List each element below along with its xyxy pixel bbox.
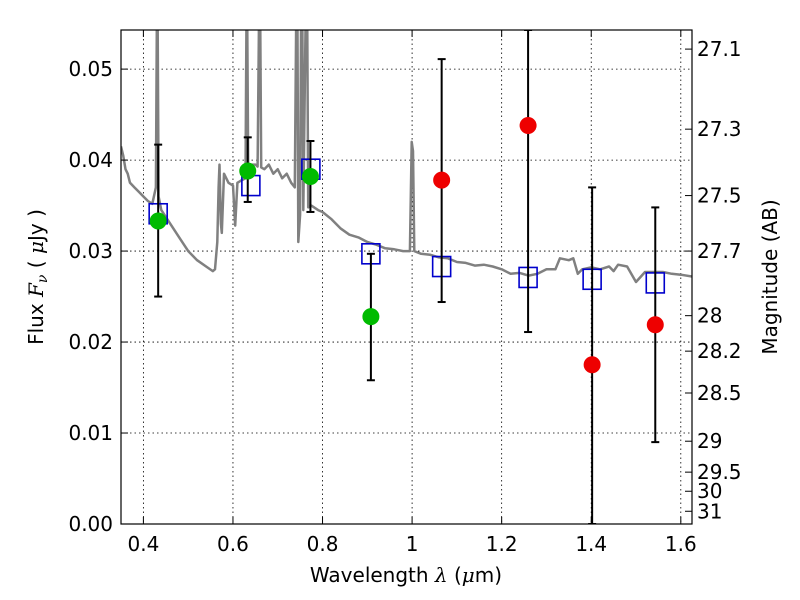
data-point (149, 212, 167, 230)
data-point (301, 167, 319, 185)
y-axis-label: Flux Fν ( μJy ) (24, 209, 51, 345)
right-y-tick-label: 27.7 (697, 239, 742, 263)
tick-labels: 0.4 0.6 0.8 1 1.2 1.4 1.6 0.00 0.01 0.02 0.03 0.04 0… (68, 37, 741, 556)
y-tick-label: 0.05 (68, 57, 113, 81)
x-tick-label: 1 (406, 532, 419, 556)
data-point (362, 308, 380, 326)
right-y-tick-label: 27.3 (697, 117, 742, 141)
x-tick-label: 0.4 (127, 532, 159, 556)
right-y-tick-label: 28 (697, 304, 722, 328)
right-y-tick-label: 28.2 (697, 339, 742, 363)
x-tick-label: 0.6 (217, 532, 249, 556)
y-tick-label: 0.01 (68, 421, 113, 445)
series-layer (121, 30, 692, 524)
right-y-tick-label: 27.1 (697, 37, 742, 61)
right-y-tick-label: 27.5 (697, 184, 742, 208)
y-tick-label: 0.00 (68, 512, 113, 536)
axes (120, 29, 693, 525)
plot-frame (120, 29, 693, 525)
right-y-tick-label: 31 (697, 499, 722, 523)
right-y-tick-label: 29.5 (697, 460, 742, 484)
y-tick-label: 0.04 (68, 148, 113, 172)
x-axis-label: Wavelength λ (μm) (310, 563, 502, 587)
data-point (433, 171, 451, 189)
right-y-tick-label: 29 (697, 429, 722, 453)
x-tick-label: 1.6 (665, 532, 697, 556)
right-y-tick-label: 28.5 (697, 381, 742, 405)
data-point (583, 356, 601, 374)
plot-area (121, 30, 692, 524)
y-tick-label: 0.03 (68, 239, 113, 263)
data-point (239, 162, 257, 180)
data-point (646, 316, 664, 334)
x-tick-label: 0.8 (307, 532, 339, 556)
model-spectrum-line (121, 30, 692, 284)
grid (121, 30, 692, 525)
data-point (519, 117, 537, 135)
right-y-axis-label: Magnitude (AB) (758, 199, 782, 354)
y-tick-label: 0.02 (68, 330, 113, 354)
x-tick-label: 1.4 (575, 532, 607, 556)
right-y-tick-label: 30 (697, 479, 722, 503)
x-tick-label: 1.2 (486, 532, 518, 556)
